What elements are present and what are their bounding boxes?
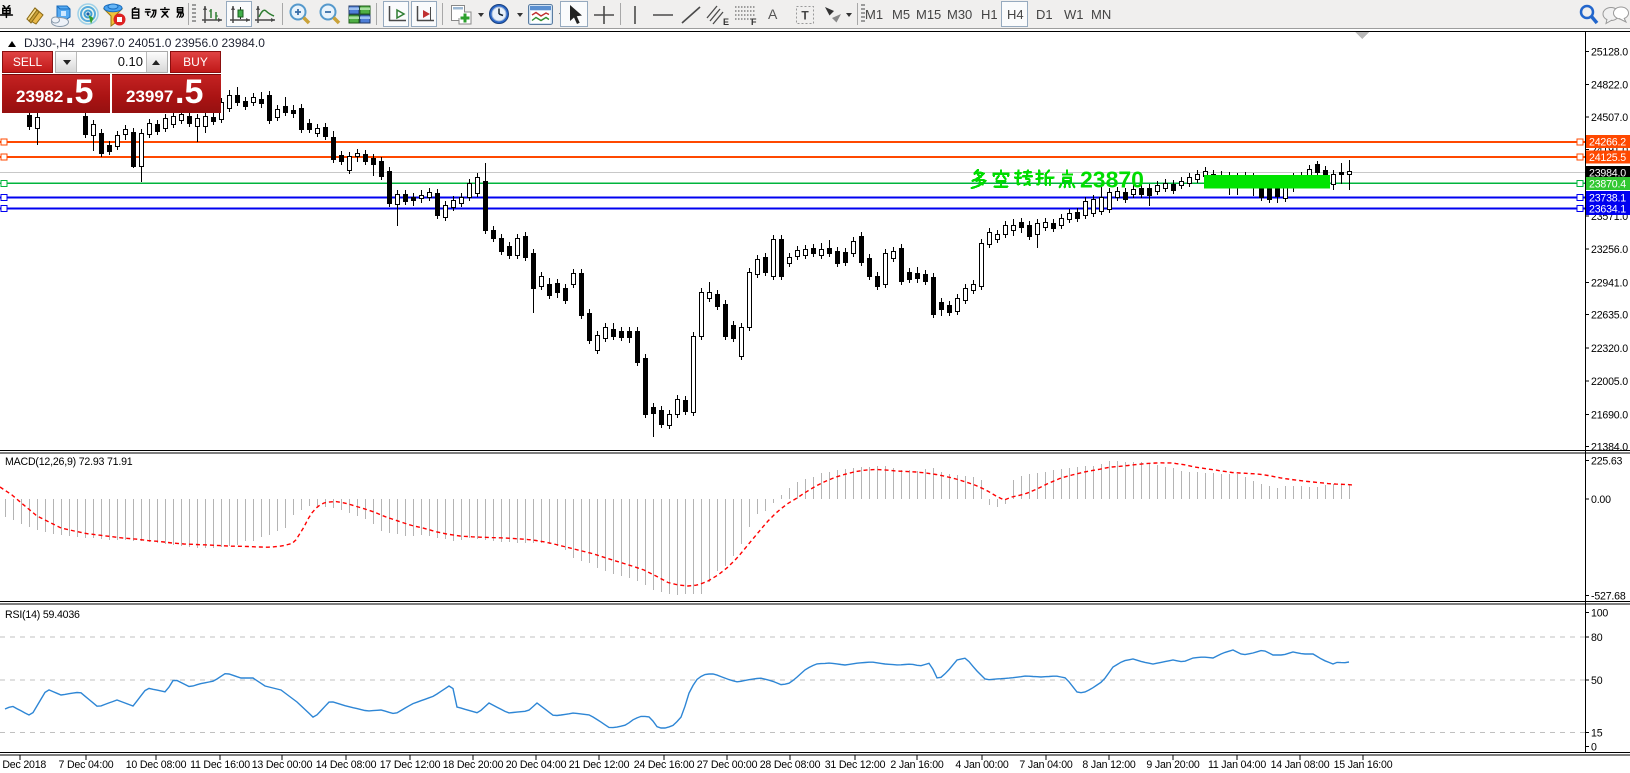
svg-text:25128.0: 25128.0 <box>1591 47 1628 59</box>
svg-text:21384.0: 21384.0 <box>1591 442 1628 454</box>
svg-text:23870: 23870 <box>1080 167 1144 193</box>
svg-text:100: 100 <box>1591 607 1608 619</box>
svg-text:80: 80 <box>1591 632 1603 644</box>
svg-text:24266.2: 24266.2 <box>1589 137 1626 149</box>
svg-text:225.63: 225.63 <box>1591 456 1623 468</box>
svg-text:11 Jan 04:00: 11 Jan 04:00 <box>1208 759 1266 771</box>
svg-text:14 Dec 08:00: 14 Dec 08:00 <box>316 759 377 771</box>
svg-text:10 Dec 08:00: 10 Dec 08:00 <box>126 759 187 771</box>
svg-text:27 Dec 00:00: 27 Dec 00:00 <box>697 759 758 771</box>
svg-text:2 Jan 16:00: 2 Jan 16:00 <box>890 759 943 771</box>
svg-text:21 Dec 12:00: 21 Dec 12:00 <box>569 759 630 771</box>
svg-text:22635.0: 22635.0 <box>1591 310 1628 322</box>
svg-text:24822.0: 24822.0 <box>1591 80 1628 92</box>
svg-text:21690.0: 21690.0 <box>1591 409 1628 421</box>
svg-text:23634.1: 23634.1 <box>1589 204 1626 216</box>
svg-text:20 Dec 04:00: 20 Dec 04:00 <box>506 759 567 771</box>
svg-text:7 Jan 04:00: 7 Jan 04:00 <box>1019 759 1072 771</box>
svg-text:F: F <box>751 17 757 27</box>
svg-text:8 Jan 12:00: 8 Jan 12:00 <box>1082 759 1135 771</box>
svg-text:22941.0: 22941.0 <box>1591 277 1628 289</box>
svg-text:17 Dec 12:00: 17 Dec 12:00 <box>380 759 441 771</box>
svg-text:15: 15 <box>1591 727 1603 739</box>
svg-text:31 Dec 12:00: 31 Dec 12:00 <box>825 759 886 771</box>
svg-text:23870.4: 23870.4 <box>1589 178 1626 190</box>
svg-text:18 Dec 20:00: 18 Dec 20:00 <box>443 759 504 771</box>
svg-text:E: E <box>723 17 729 27</box>
svg-text:-527.68: -527.68 <box>1591 591 1626 603</box>
svg-text:14 Jan 08:00: 14 Jan 08:00 <box>1271 759 1330 771</box>
svg-text:MACD(12,26,9) 72.93 71.91: MACD(12,26,9) 72.93 71.91 <box>5 456 133 468</box>
svg-text:22005.0: 22005.0 <box>1591 376 1628 388</box>
svg-text:24 Dec 16:00: 24 Dec 16:00 <box>634 759 695 771</box>
svg-text:5 Dec 2018: 5 Dec 2018 <box>0 759 46 771</box>
svg-text:7 Dec 04:00: 7 Dec 04:00 <box>59 759 114 771</box>
svg-text:4 Jan 00:00: 4 Jan 00:00 <box>955 759 1008 771</box>
svg-text:15 Jan 16:00: 15 Jan 16:00 <box>1334 759 1393 771</box>
svg-text:23256.0: 23256.0 <box>1591 244 1628 256</box>
svg-text:9 Jan 20:00: 9 Jan 20:00 <box>1146 759 1199 771</box>
svg-text:RSI(14) 59.4036: RSI(14) 59.4036 <box>5 609 80 621</box>
svg-text:T: T <box>801 9 809 23</box>
svg-text:23984.0: 23984.0 <box>1589 168 1626 180</box>
svg-text:11 Dec 16:00: 11 Dec 16:00 <box>190 759 250 771</box>
svg-text:22320.0: 22320.0 <box>1591 343 1628 355</box>
svg-text:50: 50 <box>1591 675 1603 687</box>
svg-text:23738.1: 23738.1 <box>1589 193 1626 205</box>
svg-text:0: 0 <box>1591 741 1597 753</box>
svg-text:13 Dec 00:00: 13 Dec 00:00 <box>252 759 313 771</box>
svg-text:24125.5: 24125.5 <box>1589 152 1626 164</box>
svg-text:28 Dec 08:00: 28 Dec 08:00 <box>760 759 821 771</box>
svg-text:0.00: 0.00 <box>1591 494 1611 506</box>
svg-text:24507.0: 24507.0 <box>1591 112 1628 124</box>
